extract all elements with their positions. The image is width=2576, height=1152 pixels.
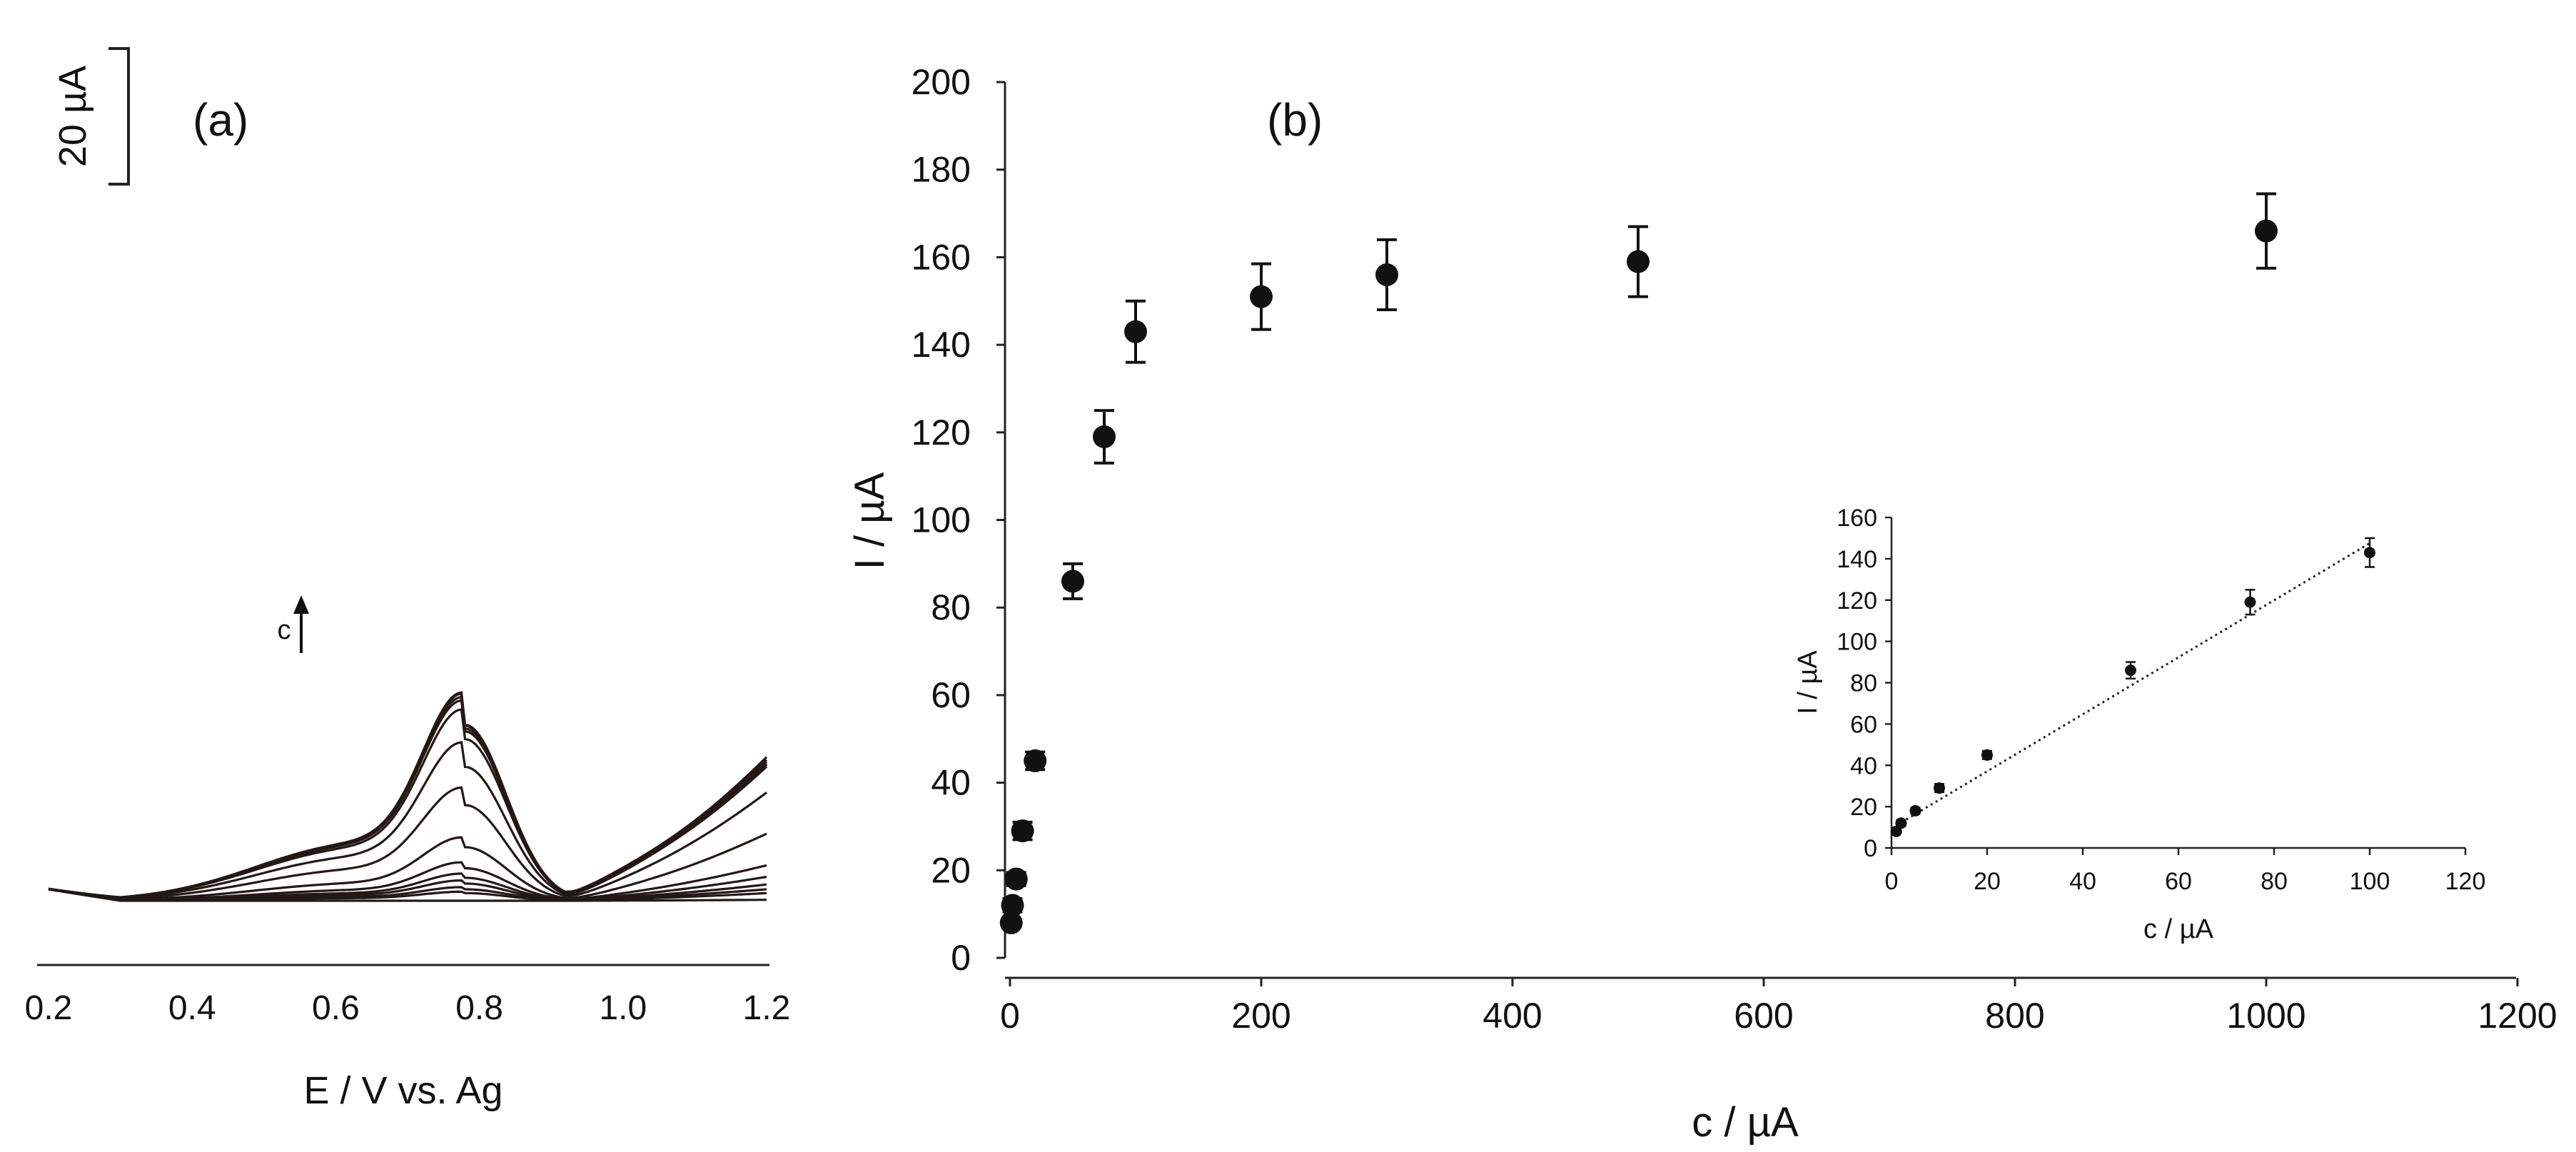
inset-y-tick-label: 80 [1850,670,1877,697]
calibration-y-tick-label: 200 [911,62,971,102]
inset-x-axis-label: c / µA [2143,914,2214,944]
calibration-x-tick-label: 400 [1483,996,1542,1036]
calibration-point [1011,819,1034,843]
inset-point [2125,665,2136,677]
arrow-label: c [278,615,291,645]
calibration-point [1124,320,1147,343]
calibration-y-tick-label: 120 [911,413,971,453]
calibration-y-tick-label: 100 [911,500,971,540]
voltammogram-x-tick-label: 0.8 [455,989,503,1027]
calibration-x-tick-label: 200 [1231,996,1290,1036]
inset-fit-line [1891,542,2370,829]
inset-y-tick-label: 100 [1837,629,1877,656]
inset-x-tick-label: 120 [2445,868,2486,895]
calibration-point [999,911,1023,934]
voltammogram-x-ticks: 0.2 0.4 0.6 0.8 1.0 1.2 [25,989,791,1027]
voltammogram-curves [48,691,768,902]
calibration-points [999,192,2278,934]
inset-x-tick-label: 40 [2069,868,2096,895]
calibration-point [1024,749,1047,772]
calibration-point [1627,250,1650,273]
calibration-x-axis-label: c / µA [1692,1099,1799,1146]
calibration-point [2255,219,2278,243]
inset-panel: 0 20 40 60 80 100 120 140 160 0 20 40 60 80 100 120 c /… [1793,505,2485,944]
voltammogram-x-tick-label: 0.2 [25,989,73,1027]
inset-y-tick-label: 140 [1837,546,1877,573]
voltammogram-curve [48,699,768,899]
inset-point [1909,804,1921,817]
panel-b-label: (b) [1267,94,1323,146]
calibration-x-tick-label: 1000 [2226,996,2305,1036]
voltammogram-x-tick-label: 0.4 [168,989,216,1027]
scale-bar [108,47,130,186]
calibration-y-axis-label: I / µA [847,472,893,570]
voltammogram-x-tick-label: 0.6 [312,989,360,1027]
voltammogram-x-axis-label: E / V vs. Ag [303,1069,502,1112]
calibration-y-tick-label: 80 [931,587,971,627]
calibration-point [1061,570,1084,593]
calibration-y-tick-label: 20 [931,850,971,890]
inset-y-tick-label: 40 [1850,752,1877,779]
calibration-x-tick-label: 800 [1985,996,2044,1036]
voltammogram-panel: 0.2 0.4 0.6 0.8 1.0 1.2 (a) E / V vs. Ag 20 µ… [25,47,791,1112]
inset-x-tick-label: 100 [2350,868,2390,895]
voltammogram-curve [48,691,768,899]
inset-point [1890,825,1902,837]
voltammogram-curve [48,708,768,899]
calibration-y-tick-label: 0 [951,938,971,978]
inset-x-tick-label: 80 [2261,868,2288,895]
inset-y-axis-label: I / µA [1793,650,1823,714]
inset-point [2244,596,2256,608]
inset-y-tick-label: 20 [1850,794,1877,821]
inset-ticks: 0 20 40 60 80 100 120 140 160 0 20 40 60 80 100 120 [1837,505,2485,895]
voltammogram-curve [48,832,767,901]
inset-y-tick-label: 160 [1837,505,1877,532]
calibration-y-tick-label: 180 [911,150,971,190]
calibration-point [1004,867,1028,891]
inset-x-tick-label: 60 [2165,868,2192,895]
calibration-y-tick-label: 60 [931,675,971,715]
voltammogram-curve [48,741,768,899]
voltammogram-curve [48,695,768,899]
calibration-point [1093,425,1116,448]
calibration-y-tick-label: 40 [931,763,971,803]
calibration-x-tick-label: 0 [1000,996,1020,1036]
inset-x-tick-label: 20 [1974,868,2001,895]
calibration-x-tick-label: 1200 [2477,996,2557,1036]
calibration-y-tick-label: 140 [911,325,971,365]
panel-a-label: (a) [193,94,248,146]
inset-points [1890,537,2375,837]
voltammogram-x-tick-label: 1.2 [743,989,791,1027]
inset-y-tick-label: 0 [1864,835,1877,862]
scale-bar-label: 20 µA [51,66,94,167]
inset-point [1934,782,1945,794]
inset-x-tick-label: 0 [1885,868,1899,895]
voltammogram-curve [48,861,767,901]
calibration-y-tick-label: 160 [911,237,971,277]
inset-point [1981,749,1993,761]
voltammogram-curve [48,786,767,900]
calibration-point [1001,894,1024,917]
inset-point [2364,547,2375,559]
calibration-x-tick-label: 600 [1734,996,1793,1036]
inset-y-tick-label: 120 [1837,587,1877,615]
calibration-point [1250,285,1273,308]
inset-point [1895,817,1907,829]
inset-y-tick-label: 60 [1850,711,1877,738]
arrow-up-icon [293,595,309,614]
calibration-point [1375,263,1398,286]
voltammogram-x-tick-label: 1.0 [599,989,647,1027]
